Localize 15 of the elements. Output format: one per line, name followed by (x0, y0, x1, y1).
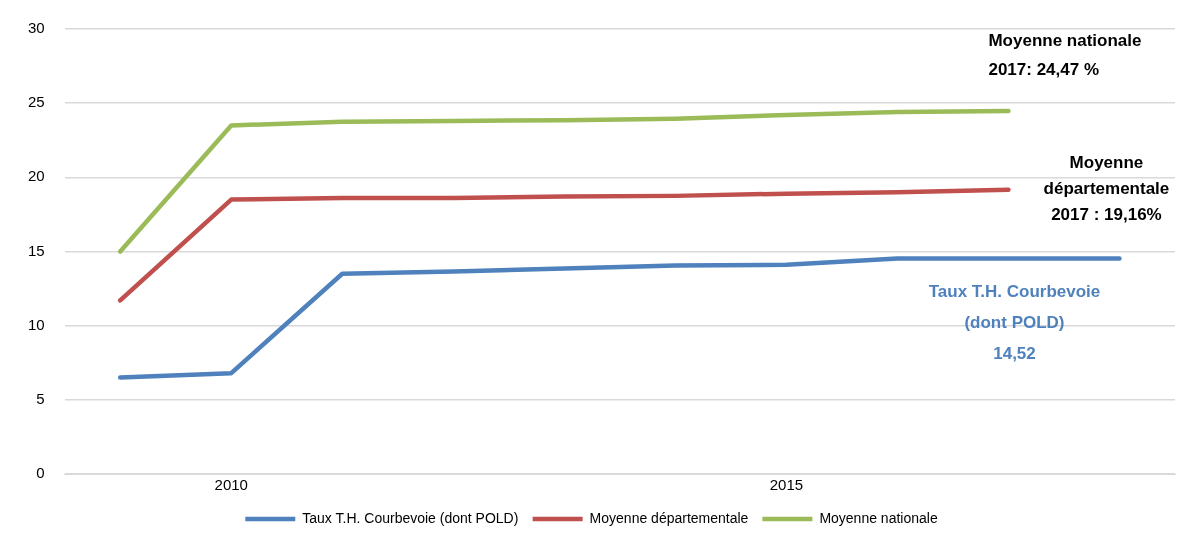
legend-label: Moyenne nationale (819, 509, 938, 526)
y-tick-label: 30 (28, 19, 45, 37)
annotation: Moyenne nationale 2017: 24,47 % (988, 30, 1142, 79)
x-tick-label: 2010 (214, 476, 248, 494)
y-tick-label: 15 (28, 241, 45, 259)
annotation: Taux T.H. Courbevoie (dont POLD) 14,52 (928, 282, 1101, 364)
y-tick-label: 0 (36, 464, 45, 482)
annotation: Moyenne départementale 2017 : 19,16% (1043, 153, 1170, 225)
y-tick-label: 10 (28, 315, 45, 333)
y-tick-label: 25 (28, 93, 45, 111)
legend-label: Moyenne départementale (589, 509, 749, 526)
y-tick-label: 20 (28, 167, 45, 185)
x-tick-label: 2015 (769, 476, 804, 494)
legend-label: Taux T.H. Courbevoie (dont POLD) (302, 509, 519, 526)
y-tick-label: 5 (36, 389, 45, 407)
